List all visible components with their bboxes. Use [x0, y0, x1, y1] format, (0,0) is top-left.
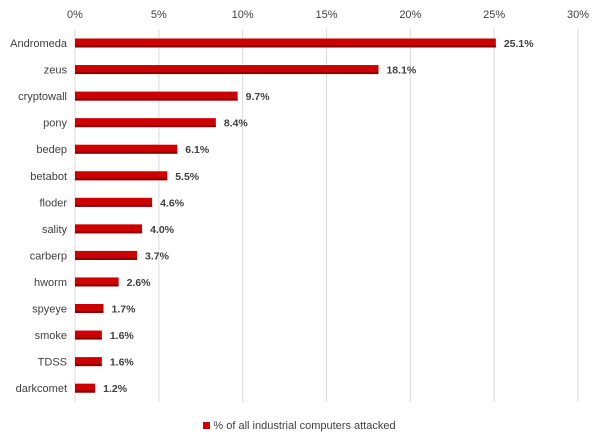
bar	[75, 144, 178, 154]
bar	[75, 118, 216, 128]
category-label: TDSS	[38, 357, 67, 369]
x-tick-label: 25%	[483, 9, 505, 21]
category-label: betabot	[30, 171, 67, 183]
bar	[75, 330, 102, 340]
x-tick-label: 5%	[151, 9, 167, 21]
data-label: 25.1%	[504, 38, 534, 50]
bar-shadow	[75, 204, 153, 207]
x-tick-label: 30%	[567, 9, 589, 21]
x-tick-label: 0%	[67, 9, 83, 21]
bar-shadow	[75, 98, 238, 101]
data-label: 5.5%	[175, 171, 200, 183]
category-label: bedep	[36, 144, 67, 156]
data-label: 8.4%	[224, 118, 249, 130]
bar	[75, 91, 238, 101]
bar	[75, 304, 104, 313]
bar	[75, 65, 379, 75]
bar-shadow	[75, 178, 168, 181]
bar-shadow	[75, 364, 102, 367]
data-label: 9.7%	[246, 91, 271, 103]
data-label: 18.1%	[386, 65, 416, 77]
category-label: zeus	[44, 65, 68, 77]
category-label: Andromeda	[10, 38, 68, 50]
bar-shadow	[75, 337, 102, 340]
bar	[75, 250, 138, 260]
bar-shadow	[75, 284, 119, 287]
legend-label: % of all industrial computers attacked	[213, 420, 396, 433]
legend-swatch	[203, 421, 211, 429]
category-label: cryptowall	[18, 91, 67, 103]
bar-shadow	[75, 72, 379, 75]
bar-shadow	[75, 257, 138, 260]
category-label: spyeye	[32, 304, 67, 316]
bar-shadow	[75, 231, 143, 234]
data-label: 4.0%	[150, 224, 175, 236]
bar	[75, 197, 153, 207]
bar-shadow	[75, 125, 216, 128]
bar	[75, 38, 496, 48]
bar-shadow	[75, 311, 104, 313]
data-label: 4.6%	[160, 197, 185, 209]
data-label: 1.6%	[110, 357, 135, 369]
category-label: sality	[42, 224, 68, 236]
data-label: 1.2%	[103, 383, 128, 395]
bar	[75, 277, 119, 287]
category-label: smoke	[35, 330, 67, 342]
data-label: 1.6%	[110, 330, 135, 342]
bar-shadow	[75, 45, 496, 48]
bar	[75, 171, 168, 181]
bar	[75, 383, 96, 393]
bar	[75, 224, 143, 234]
category-label: pony	[43, 118, 67, 130]
x-tick-label: 10%	[232, 9, 254, 21]
data-label: 1.7%	[112, 304, 137, 316]
bar-shadow	[75, 390, 96, 393]
bar	[75, 357, 102, 367]
category-label: darkcomet	[16, 383, 67, 395]
data-label: 2.6%	[127, 277, 152, 289]
category-label: carberp	[30, 250, 67, 262]
data-label: 3.7%	[145, 250, 170, 262]
category-label: hworm	[34, 277, 67, 289]
legend: % of all industrial computers attacked	[0, 420, 599, 432]
category-label: floder	[39, 197, 67, 209]
data-label: 6.1%	[185, 144, 210, 156]
x-tick-label: 15%	[315, 9, 337, 21]
x-tick-label: 20%	[399, 9, 421, 21]
bar-shadow	[75, 151, 178, 154]
